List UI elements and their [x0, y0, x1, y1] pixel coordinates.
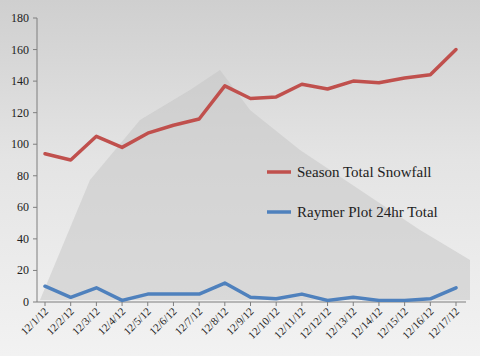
y-tick-label: 160: [11, 43, 29, 57]
y-tick: [33, 238, 37, 239]
y-tick: [33, 81, 37, 82]
x-tick-label: 12/8/12: [198, 305, 230, 337]
x-tick: [173, 302, 174, 306]
x-tick-label: 12/5/12: [121, 305, 153, 337]
plot-area: [45, 50, 456, 301]
series-line: [45, 283, 456, 300]
legend-swatch: [267, 210, 291, 214]
x-tick: [96, 302, 97, 306]
y-tick-label: 180: [11, 11, 29, 25]
x-tick: [199, 302, 200, 306]
background-mountain: [40, 70, 470, 300]
y-tick-label: 80: [17, 169, 29, 183]
background: [0, 0, 480, 356]
x-tick: [456, 302, 457, 306]
y-tick: [33, 175, 37, 176]
y-tick-label: 120: [11, 106, 29, 120]
x-tick-label: 12/2/12: [44, 305, 76, 337]
y-tick-label: 60: [17, 200, 29, 214]
legend-label: Raymer Plot 24hr Total: [297, 204, 438, 220]
y-tick-label: 100: [11, 137, 29, 151]
x-tick: [250, 302, 251, 306]
x-tick: [378, 302, 379, 306]
x-tick: [430, 302, 431, 306]
legend-label: Season Total Snowfall: [297, 164, 432, 180]
series-line: [45, 50, 456, 160]
x-tick-label: 12/6/12: [147, 305, 179, 337]
y-tick: [33, 144, 37, 145]
y-tick-label: 0: [23, 295, 29, 309]
x-tick-label: 12/1/12: [18, 305, 50, 337]
x-tick-label: 12/3/12: [70, 305, 102, 337]
x-tick: [301, 302, 302, 306]
x-tick-label: 12/7/12: [172, 305, 204, 337]
y-tick: [33, 270, 37, 271]
y-tick: [33, 207, 37, 208]
x-tick: [327, 302, 328, 306]
y-tick: [33, 49, 37, 50]
x-tick: [147, 302, 148, 306]
x-tick: [353, 302, 354, 306]
y-axis-line: [37, 18, 38, 302]
x-tick-label: 12/4/12: [95, 305, 127, 337]
legend-swatch: [267, 170, 291, 174]
chart-svg: 02040608010012014016018012/1/1212/2/1212…: [0, 0, 480, 356]
y-tick: [33, 302, 37, 303]
x-tick-label: 12/17/12: [425, 305, 461, 341]
y-tick: [33, 112, 37, 113]
x-tick: [404, 302, 405, 306]
x-tick: [276, 302, 277, 306]
y-tick: [33, 18, 37, 19]
chart-container: 02040608010012014016018012/1/1212/2/1212…: [0, 0, 480, 356]
x-tick: [45, 302, 46, 306]
x-tick: [70, 302, 71, 306]
x-tick: [224, 302, 225, 306]
y-tick-label: 140: [11, 74, 29, 88]
y-tick-label: 40: [17, 232, 29, 246]
x-tick: [122, 302, 123, 306]
y-tick-label: 20: [17, 263, 29, 277]
